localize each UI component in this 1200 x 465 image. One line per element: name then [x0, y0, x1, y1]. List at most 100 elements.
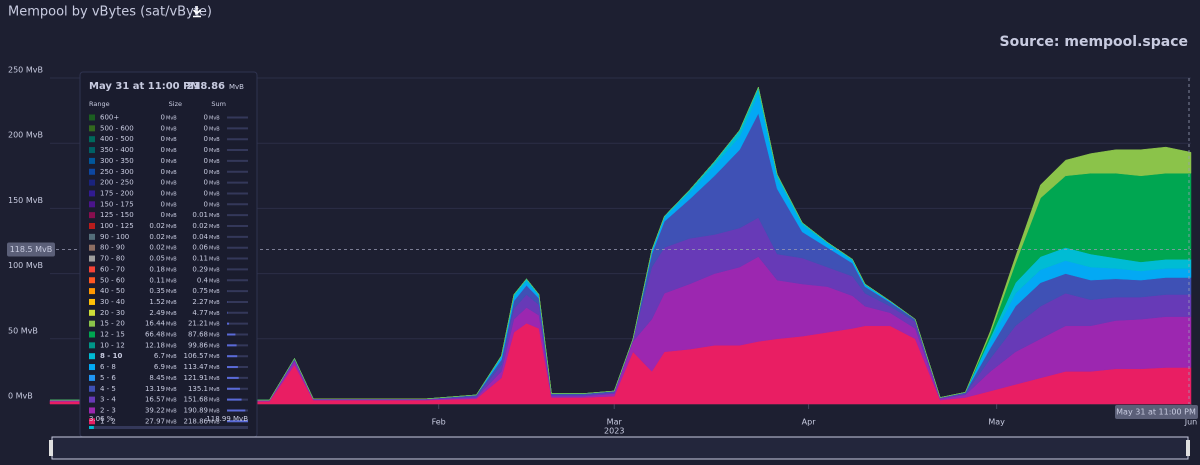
size-unit: MvB: [166, 398, 177, 404]
sum-unit: MvB: [209, 235, 220, 241]
size: 0: [161, 200, 165, 208]
size-unit: MvB: [166, 224, 177, 230]
size: 0: [161, 157, 165, 165]
size-unit: MvB: [166, 213, 177, 219]
sum-unit: MvB: [209, 224, 220, 230]
sum-unit: MvB: [209, 267, 220, 273]
size-unit: MvB: [166, 408, 177, 414]
swatch: [89, 309, 95, 316]
swatch: [89, 288, 95, 295]
swatch: [89, 147, 95, 154]
tooltip-total: 218.86: [186, 81, 225, 92]
y-tick-label: 50 MvB: [8, 326, 38, 335]
sum-unit: MvB: [209, 126, 220, 132]
percent-label: 3.06 %: [89, 415, 114, 423]
range: 12 - 15: [100, 331, 125, 339]
size: 39.22: [145, 406, 165, 414]
sum: 0.01: [192, 211, 208, 219]
size-unit: MvB: [166, 191, 177, 197]
size-unit: MvB: [166, 148, 177, 154]
sum: 218.86: [184, 417, 209, 425]
range: 5 - 6: [100, 374, 116, 382]
sum: 2.27: [192, 298, 208, 306]
range: 10 - 12: [100, 341, 125, 349]
swatch: [89, 407, 95, 414]
size-unit: MvB: [166, 235, 177, 241]
sum-unit: MvB: [209, 202, 220, 208]
areas: [49, 86, 1192, 405]
size-unit: MvB: [166, 365, 177, 371]
size: 13.19: [145, 385, 165, 393]
column-header: Sum: [211, 100, 226, 108]
x-axis-year: 2023: [604, 427, 624, 436]
size: 0.11: [149, 276, 165, 284]
navigator-handle[interactable]: [49, 440, 53, 456]
swatch: [89, 320, 95, 327]
size-unit: MvB: [166, 202, 177, 208]
swatch: [89, 298, 95, 305]
x-tick-label: Apr: [802, 418, 817, 427]
navigator-handle[interactable]: [1186, 440, 1190, 456]
sum-unit: MvB: [209, 408, 220, 414]
size: 0.02: [149, 222, 165, 230]
sum-unit: MvB: [209, 137, 220, 143]
sum: 0: [204, 179, 208, 187]
sum-unit: MvB: [209, 322, 220, 328]
size-unit: MvB: [166, 278, 177, 284]
swatch: [89, 223, 95, 229]
tooltip-date: May 31 at 11:00 PM: [89, 81, 200, 92]
range: 30 - 40: [100, 298, 125, 306]
size: 16.57: [145, 396, 165, 404]
swatch: [89, 190, 95, 197]
swatch: [89, 114, 95, 121]
swatch: [89, 353, 95, 360]
sum-unit: MvB: [209, 387, 220, 393]
range: 600+: [100, 114, 119, 122]
size: 0: [161, 124, 165, 132]
swatch: [89, 277, 95, 284]
range: 80 - 90: [100, 244, 125, 252]
sum-unit: MvB: [209, 376, 220, 382]
range: 15 - 20: [100, 320, 125, 328]
range: 400 - 500: [100, 135, 134, 143]
crosshair-label: 118.5 MvB: [10, 245, 53, 254]
size-unit: MvB: [166, 300, 177, 306]
size: 0: [161, 211, 165, 219]
swatch: [89, 179, 95, 186]
navigator[interactable]: [49, 436, 1190, 460]
sum: 4.77: [192, 309, 208, 317]
sum-unit: MvB: [209, 311, 220, 317]
x-tick-label: Feb: [432, 418, 446, 427]
footer-total: 118.99 MvB: [206, 415, 248, 423]
sum: 0.04: [192, 233, 208, 241]
swatch: [89, 418, 95, 425]
sum: 113.47: [184, 363, 209, 371]
size: 1.52: [149, 298, 165, 306]
size-unit: MvB: [166, 126, 177, 132]
y-tick-label: 250 MvB: [8, 66, 43, 75]
range: 3 - 4: [100, 396, 116, 404]
range: 100 - 125: [100, 222, 134, 230]
sum: 0.4: [197, 276, 209, 284]
range: 250 - 300: [100, 168, 134, 176]
size-unit: MvB: [166, 311, 177, 317]
range: 300 - 350: [100, 157, 134, 165]
range: 6 - 8: [100, 363, 116, 371]
sum: 0.11: [192, 255, 208, 263]
swatch: [89, 364, 95, 371]
swatch: [89, 136, 95, 143]
swatch: [89, 255, 95, 262]
sum-unit: MvB: [209, 213, 220, 219]
range: 70 - 80: [100, 255, 125, 263]
range: 20 - 30: [100, 309, 125, 317]
size: 2.49: [149, 309, 165, 317]
size: 12.18: [145, 341, 165, 349]
download-icon[interactable]: [192, 6, 202, 18]
navigator-window: [51, 436, 1189, 460]
swatch: [89, 374, 95, 381]
swatch: [89, 125, 95, 132]
range: 4 - 5: [100, 385, 116, 393]
size-unit: MvB: [166, 419, 177, 425]
range: 2 - 3: [100, 406, 116, 414]
